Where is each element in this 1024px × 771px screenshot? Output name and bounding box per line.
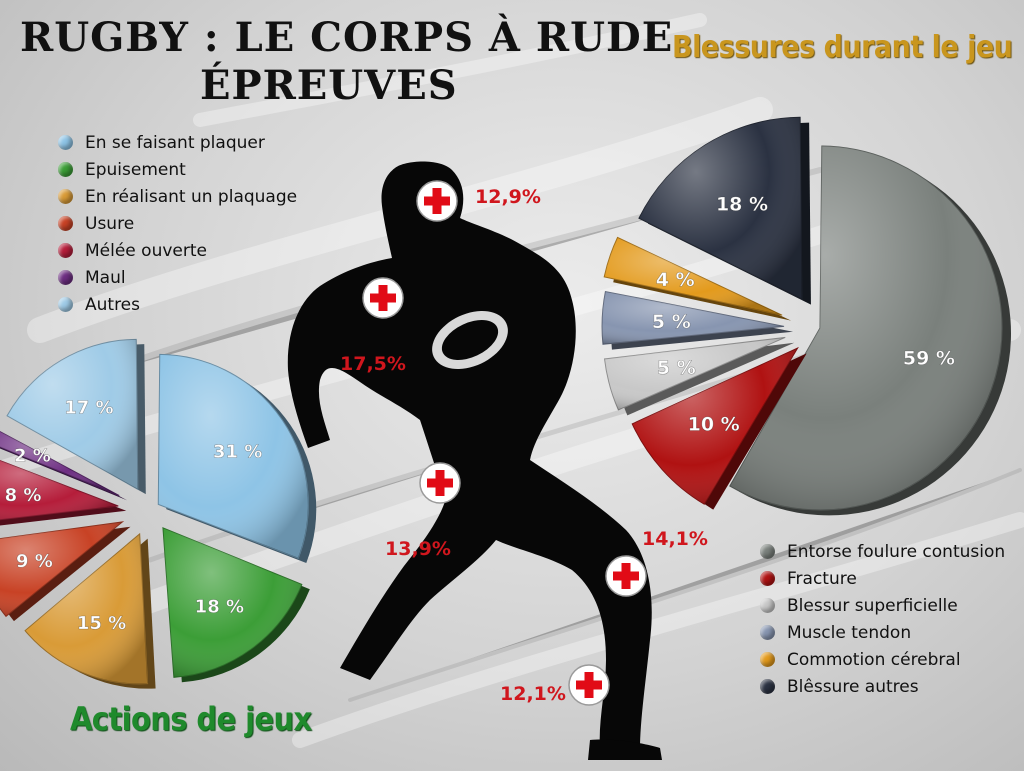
actions-chart-title: Actions de jeux	[70, 700, 312, 738]
actions-legend-item: En réalisant un plaquage	[58, 183, 297, 210]
injuries-legend-label: Fracture	[787, 568, 857, 589]
injuries-legend-item: Fracture	[760, 565, 1005, 592]
actions-legend: En se faisant plaquer Epuisement En réalis…	[58, 129, 297, 318]
actions-legend-item: Maul	[58, 264, 297, 291]
actions-legend-item: En se faisant plaquer	[58, 129, 297, 156]
actions-pie-slice-2: 15 %	[24, 532, 156, 689]
actions-legend-swatch	[58, 243, 73, 258]
injury-percent-épaule: 17,5%	[340, 353, 406, 375]
actions-legend-item: Autres	[58, 291, 297, 318]
actions-pie-slice-4: 8 %	[0, 459, 127, 526]
injuries-pie-value-label-0: 59 %	[903, 347, 955, 369]
injuries-pie-value-label-1: 10 %	[688, 413, 740, 435]
injury-marker-cheville: 12,1%	[500, 664, 610, 706]
actions-legend-swatch	[58, 135, 73, 150]
injuries-legend-item: Muscle tendon	[760, 619, 1005, 646]
actions-legend-item: Usure	[58, 210, 297, 237]
actions-pie-value-label-5: 2 %	[14, 446, 51, 467]
actions-pie-slice-1: 18 %	[162, 527, 310, 683]
injury-percent-genou: 14,1%	[642, 528, 708, 550]
actions-legend-label: Autres	[85, 294, 141, 315]
actions-pie-value-label-4: 8 %	[5, 485, 42, 506]
injuries-pie-value-label-4: 4 %	[656, 269, 695, 291]
rugby-player-silhouette	[287, 161, 662, 760]
actions-pie-slice-3: 9 %	[0, 521, 131, 622]
injury-percent-cheville: 12,1%	[500, 683, 566, 705]
actions-pie-slice-5: 2 %	[0, 430, 128, 501]
injury-marker-tête: 12,9%	[416, 180, 541, 222]
actions-pie-value-label-1: 18 %	[195, 596, 244, 617]
injuries-legend-label: Muscle tendon	[787, 622, 912, 643]
injuries-legend-item: Entorse foulure contusion	[760, 538, 1005, 565]
injuries-legend-swatch	[760, 679, 775, 694]
injuries-legend-swatch	[760, 544, 775, 559]
main-title-line1: RUGBY : LE CORPS À RUDE	[20, 14, 674, 61]
injuries-chart-title: Blessures durant le jeu	[672, 30, 1013, 65]
actions-legend-label: Mélée ouverte	[85, 240, 207, 261]
injury-marker-genou: 14,1%	[605, 528, 708, 597]
actions-legend-label: Epuisement	[85, 159, 186, 180]
actions-legend-label: Maul	[85, 267, 126, 288]
actions-legend-swatch	[58, 297, 73, 312]
actions-legend-label: Usure	[85, 213, 135, 234]
injuries-pie-value-label-5: 18 %	[716, 194, 768, 216]
actions-legend-swatch	[58, 270, 73, 285]
actions-legend-swatch	[58, 189, 73, 204]
actions-pie-value-label-2: 15 %	[77, 613, 126, 634]
actions-pie-slice-6: 17 %	[6, 338, 146, 495]
injuries-legend-label: Entorse foulure contusion	[787, 541, 1006, 562]
actions-legend-item: Epuisement	[58, 156, 297, 183]
injuries-pie-value-label-2: 5 %	[657, 357, 696, 379]
actions-pie-value-label-6: 17 %	[64, 398, 113, 419]
injuries-pie-slice-0: 59 %	[729, 145, 1012, 516]
injuries-legend-swatch	[760, 598, 775, 613]
injuries-legend-item: Commotion cérebral	[760, 646, 1005, 673]
injuries-pie-slice-2: 5 %	[603, 336, 795, 416]
injuries-legend-item: Blessur superficielle	[760, 592, 1005, 619]
injuries-legend-label: Commotion cérebral	[787, 649, 961, 670]
injuries-legend-label: Blessur superficielle	[787, 595, 958, 616]
injury-marker-épaule: 17,5%	[340, 277, 406, 375]
actions-legend-item: Mélée ouverte	[58, 237, 297, 264]
injuries-legend-swatch	[760, 625, 775, 640]
injury-percent-cuisse: 13,9%	[385, 538, 451, 560]
actions-pie-slice-0: 31 %	[157, 353, 317, 564]
actions-legend-label: En se faisant plaquer	[85, 132, 265, 153]
injuries-pie-slice-5: 18 %	[638, 116, 811, 305]
injuries-legend-label: Blêssure autres	[787, 676, 919, 697]
injuries-legend-swatch	[760, 571, 775, 586]
injuries-legend-item: Blêssure autres	[760, 673, 1005, 700]
actions-pie-value-label-0: 31 %	[213, 441, 262, 462]
injury-marker-cuisse: 13,9%	[385, 462, 461, 560]
actions-pie-value-label-3: 9 %	[16, 551, 53, 572]
injury-percent-tête: 12,9%	[475, 186, 541, 208]
main-title-line2: ÉPREUVES	[200, 62, 458, 109]
injuries-pie-value-label-3: 5 %	[652, 311, 691, 333]
injuries-pie-slice-3: 5 %	[601, 290, 794, 350]
injuries-legend: Entorse foulure contusion Fracture Blessur…	[760, 538, 1005, 700]
actions-legend-swatch	[58, 162, 73, 177]
injuries-pie-slice-4: 4 %	[603, 236, 792, 321]
actions-legend-label: En réalisant un plaquage	[85, 186, 298, 207]
injuries-pie-slice-1: 10 %	[631, 346, 807, 510]
injuries-legend-swatch	[760, 652, 775, 667]
actions-legend-swatch	[58, 216, 73, 231]
